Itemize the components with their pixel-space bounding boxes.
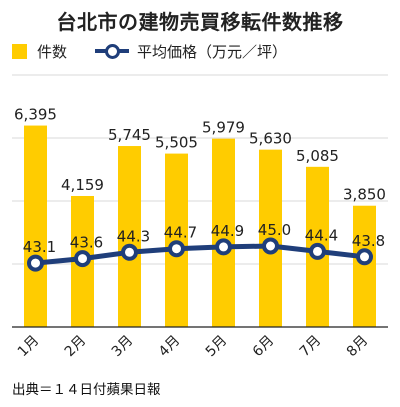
x-tick-label: 5月 [203,333,231,361]
price-value-label: 44.9 [211,222,244,240]
bar-value-label: 5,745 [108,126,151,144]
legend-label-price: 平均価格（万元／坪） [137,42,288,61]
price-marker [27,254,44,272]
x-tick-label: 7月 [297,333,325,361]
x-tick-label: 3月 [109,333,137,361]
legend-item-count: 件数 [12,41,67,62]
bar [118,146,141,327]
source-note: 出典＝１４日付蘋果日報 [12,382,161,398]
x-tick-label: 8月 [344,333,372,361]
price-marker [215,238,232,256]
bar [353,205,376,327]
legend-item-price: 平均価格（万元／坪） [95,41,287,62]
x-tick-label: 1月 [15,333,43,361]
bar-value-label: 5,085 [296,147,339,165]
x-tick-label: 6月 [250,333,278,361]
price-marker [262,237,279,255]
chart-title: 台北市の建物売買移転件数推移 [56,10,344,34]
bar-value-label: 4,159 [61,176,104,194]
price-value-label: 44.7 [164,224,197,242]
bar [212,138,235,327]
legend-label-count: 件数 [37,42,68,61]
bar-swatch-icon [12,43,27,59]
price-marker [356,248,373,266]
price-value-label: 44.3 [117,227,150,245]
price-value-label: 43.8 [352,232,385,250]
price-value-label: 43.6 [70,234,103,252]
line-marker-swatch-icon [95,43,130,59]
x-tick-label: 2月 [62,333,90,361]
price-value-label: 45.0 [258,221,291,239]
price-marker [74,250,91,268]
bar [24,125,47,328]
price-marker [309,242,326,260]
x-tick-label: 4月 [156,333,184,361]
bar-value-label: 5,505 [155,134,198,152]
bar-value-label: 5,630 [249,130,292,148]
bar-value-label: 3,850 [343,186,386,204]
price-value-label: 43.1 [23,238,56,256]
legend: 件数 平均価格（万元／坪） [12,38,315,64]
price-value-label: 44.4 [305,226,338,244]
bar-value-label: 6,395 [14,106,57,124]
bar-value-label: 5,979 [202,119,245,137]
price-marker [121,243,138,261]
price-marker [168,240,185,258]
